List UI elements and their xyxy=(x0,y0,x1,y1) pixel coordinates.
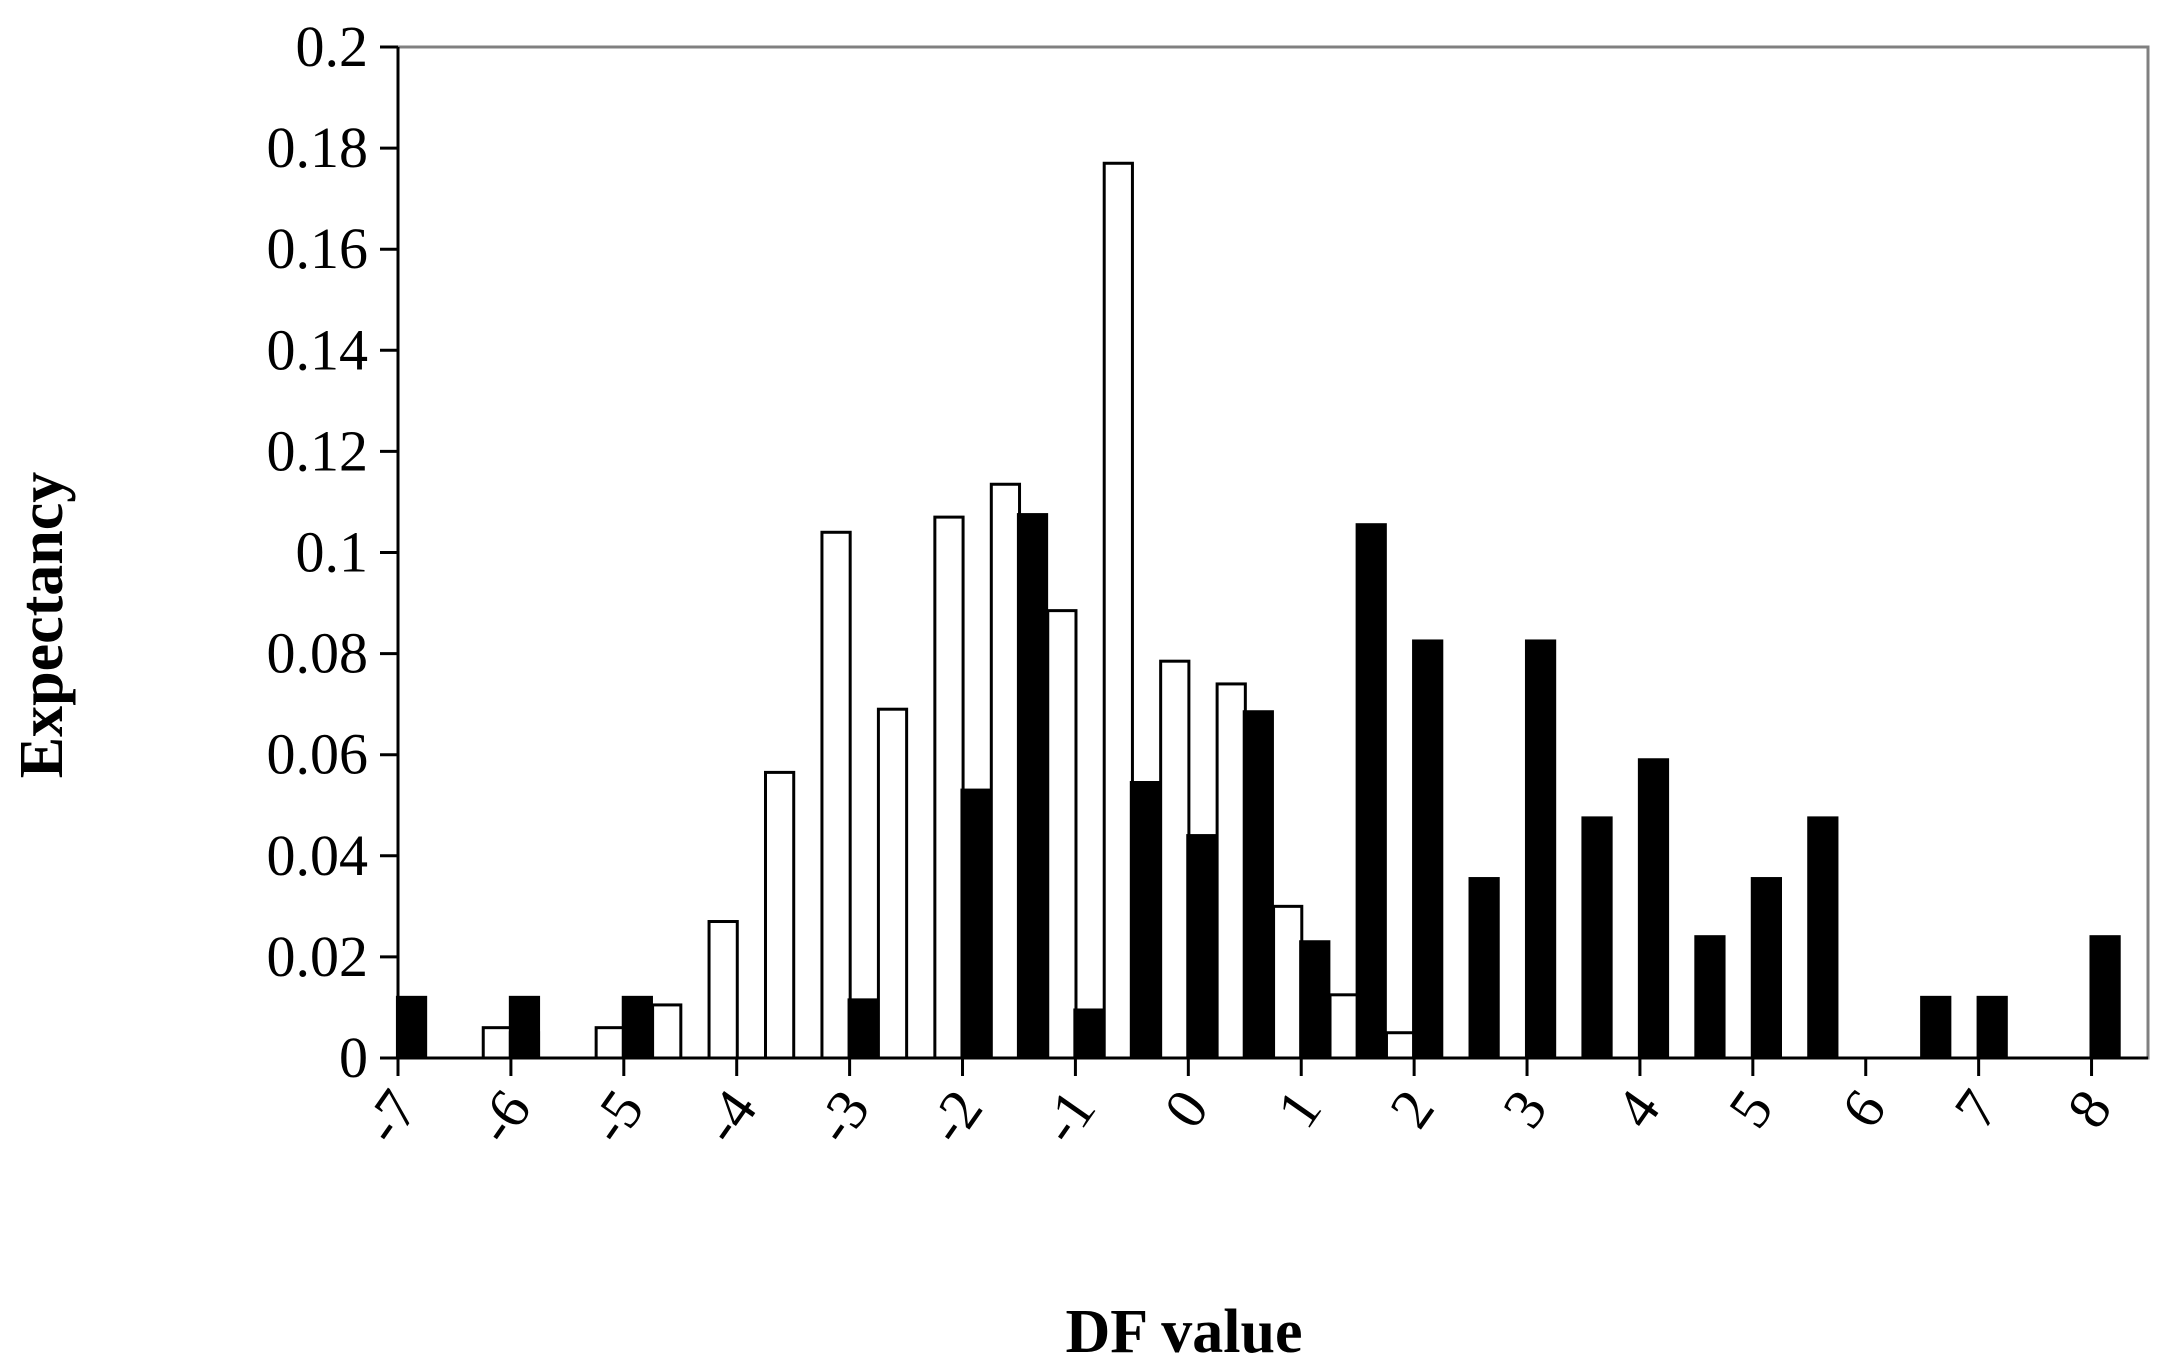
bar-series-2-22 xyxy=(2089,935,2121,1060)
bar-series-1-15 xyxy=(1328,993,1360,1060)
bar-series-1-13 xyxy=(1215,682,1247,1060)
bar-series-2-5 xyxy=(1016,513,1049,1060)
bar-series-2-18 xyxy=(1750,877,1782,1060)
bar-series-1-12 xyxy=(1159,659,1191,1060)
bar-series-1-11 xyxy=(1102,161,1134,1060)
bar-series-2-8 xyxy=(1186,834,1218,1060)
bar-series-1-5 xyxy=(764,770,796,1060)
bar-series-1-10 xyxy=(1046,609,1078,1060)
y-tick-label: 0.02 xyxy=(267,924,369,989)
bar-series-2-3 xyxy=(847,998,879,1060)
bar-series-1-9 xyxy=(989,482,1022,1060)
y-axis-title: Expectancy xyxy=(8,472,76,779)
bar-series-2-7 xyxy=(1129,781,1162,1060)
bars-layer xyxy=(395,161,2121,1060)
bar-series-2-16 xyxy=(1637,758,1670,1060)
y-tick-label: 0.2 xyxy=(296,14,369,79)
bar-series-1-4 xyxy=(707,920,739,1060)
bar-series-2-12 xyxy=(1412,639,1444,1060)
y-tick-label: 0 xyxy=(339,1025,368,1090)
y-tick-label: 0.18 xyxy=(267,115,369,180)
y-tick-label: 0.08 xyxy=(267,621,369,686)
bar-series-2-14 xyxy=(1524,639,1557,1060)
y-tick-label: 0.12 xyxy=(267,418,369,483)
bar-series-1-0 xyxy=(481,1026,513,1060)
bar-series-2-0 xyxy=(395,995,428,1060)
bar-series-1-7 xyxy=(876,707,909,1060)
bar-series-1-2 xyxy=(594,1026,626,1060)
bar-series-1-6 xyxy=(820,530,852,1060)
bar-series-2-10 xyxy=(1299,940,1331,1060)
bar-series-2-6 xyxy=(1073,1008,1105,1060)
bar-series-2-11 xyxy=(1355,523,1387,1060)
bar-series-2-9 xyxy=(1242,710,1274,1060)
bar-series-2-13 xyxy=(1468,877,1500,1060)
y-tick-label: 0.04 xyxy=(267,823,369,888)
y-tick-label: 0.14 xyxy=(267,317,369,382)
bar-series-2-20 xyxy=(1920,995,1952,1060)
y-tick-label: 0.16 xyxy=(267,216,369,281)
bar-series-2-17 xyxy=(1694,935,1726,1060)
bar-series-1-8 xyxy=(933,515,965,1060)
y-tick-label: 0.1 xyxy=(296,520,369,585)
bar-series-1-14 xyxy=(1272,904,1304,1060)
bar-series-1-16 xyxy=(1384,1031,1417,1060)
bar-series-2-1 xyxy=(508,995,541,1060)
bar-series-2-19 xyxy=(1807,816,1839,1060)
bar-series-2-2 xyxy=(621,995,653,1060)
x-axis-title: DF value xyxy=(1065,1298,1302,1366)
bar-series-2-4 xyxy=(960,788,992,1060)
y-tick-label: 0.06 xyxy=(267,722,369,787)
bar-series-2-15 xyxy=(1581,816,1613,1060)
bar-series-2-21 xyxy=(1976,995,2008,1060)
bar-series-1-3 xyxy=(651,1003,683,1060)
